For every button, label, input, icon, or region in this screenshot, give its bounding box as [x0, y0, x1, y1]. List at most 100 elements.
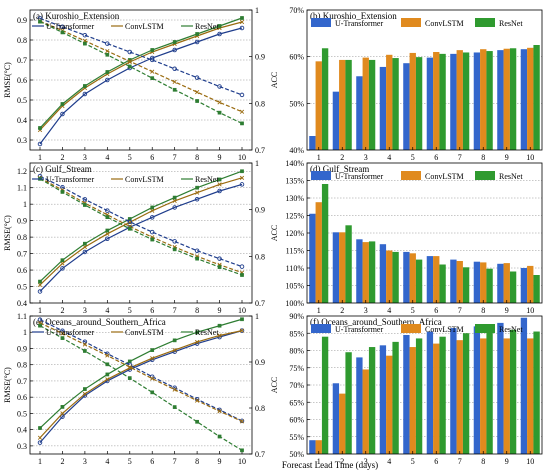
y-tick-label: 0.6	[17, 76, 27, 85]
y-tick-label: 65%	[289, 398, 304, 407]
data-point	[217, 182, 222, 187]
data-point	[195, 419, 199, 424]
y2-tick-label: 0.9	[255, 53, 265, 62]
data-point	[60, 331, 65, 336]
y-tick-label: 85%	[289, 329, 304, 338]
data-point	[150, 356, 155, 361]
legend-label: ConvLSTM	[425, 172, 464, 181]
data-point	[240, 169, 244, 174]
bar	[386, 250, 393, 303]
bar	[439, 336, 446, 454]
bar	[403, 63, 410, 151]
bar	[309, 213, 316, 303]
data-point	[127, 376, 132, 380]
x-tick-label: 10	[238, 306, 246, 315]
data-point	[239, 92, 245, 98]
x-tick-label: 9	[218, 153, 222, 162]
bar	[362, 369, 369, 454]
x-axis-label: Forecast Lead Time (days)	[282, 460, 378, 470]
bar	[433, 52, 440, 150]
y2-tick-label: 1	[255, 312, 259, 321]
legend-swatch	[475, 171, 495, 180]
data-point	[38, 19, 42, 24]
y-tick-label: 110%	[286, 264, 305, 273]
data-point	[172, 87, 177, 92]
legend-label: ResNet	[499, 325, 523, 334]
data-point	[83, 203, 87, 207]
data-point	[217, 84, 222, 89]
data-point	[105, 41, 110, 46]
y-tick-label: 130%	[285, 194, 304, 203]
data-point	[239, 175, 245, 180]
data-point	[217, 409, 222, 414]
bar	[486, 331, 493, 454]
data-point	[105, 208, 110, 213]
x-tick-label: 10	[526, 153, 534, 162]
data-point	[149, 55, 155, 61]
x-tick-label: 5	[411, 153, 415, 162]
data-point	[217, 177, 222, 182]
y-tick-label: 0.7	[17, 250, 27, 259]
legend-label: U-Transformer	[335, 19, 383, 28]
data-point	[127, 364, 132, 370]
data-point	[105, 377, 110, 382]
bar	[503, 48, 510, 150]
series-line	[39, 330, 243, 439]
bar	[450, 53, 457, 150]
x-tick-label: 1	[317, 457, 321, 466]
data-point	[217, 323, 222, 328]
y-tick-label: 1	[23, 200, 27, 209]
data-point	[172, 205, 177, 210]
data-point	[105, 236, 110, 242]
bar	[426, 331, 434, 454]
x-tick-label: 1	[38, 457, 42, 466]
data-point	[60, 258, 65, 263]
x-tick-label: 6	[434, 153, 438, 162]
series-line	[39, 325, 243, 451]
bar	[379, 244, 387, 303]
y2-tick-label: 0.8	[255, 252, 265, 261]
data-point	[217, 31, 222, 37]
bar	[486, 268, 493, 303]
y-tick-label: 70%	[289, 381, 304, 390]
data-point	[239, 264, 245, 269]
data-point	[105, 231, 110, 236]
bar	[315, 440, 322, 454]
y-tick-label: 0.5	[17, 96, 27, 105]
series-line	[39, 175, 243, 268]
data-point	[60, 30, 65, 35]
legend-label: ResNet	[195, 328, 219, 337]
data-point	[82, 244, 88, 250]
x-tick-label: 2	[60, 153, 64, 162]
data-point	[105, 228, 110, 233]
bar	[473, 261, 481, 303]
series-line	[39, 177, 243, 286]
y2-tick-label: 0.8	[255, 99, 265, 108]
data-point	[82, 339, 88, 345]
bar	[439, 53, 446, 150]
y2-tick-label: 0.7	[255, 450, 265, 459]
panel-title: (b) Kuroshio_Extension	[310, 11, 397, 21]
bar	[321, 336, 329, 454]
y-axis-label: RMSE(°C)	[3, 215, 12, 251]
data-point	[172, 66, 177, 72]
legend-label: ConvLSTM	[425, 19, 464, 28]
x-tick-label: 2	[60, 457, 64, 466]
bar	[462, 52, 470, 150]
bar	[473, 326, 481, 454]
bar	[462, 333, 470, 454]
x-tick-label: 1	[38, 306, 42, 315]
x-tick-label: 10	[526, 306, 534, 315]
data-point	[194, 196, 200, 202]
bar	[426, 57, 434, 150]
bar	[509, 329, 517, 454]
series-line	[39, 21, 243, 131]
x-tick-label: 3	[83, 306, 87, 315]
bar	[486, 51, 493, 150]
bar-panel-3: 100% 105% 110% 115% 120% 125% 130% 135% 140% 1 2 3 4…	[285, 159, 543, 315]
data-point	[240, 317, 244, 322]
x-tick-label: 1	[317, 306, 321, 315]
y-tick-label: 0.5	[17, 409, 27, 418]
data-point	[105, 362, 110, 367]
